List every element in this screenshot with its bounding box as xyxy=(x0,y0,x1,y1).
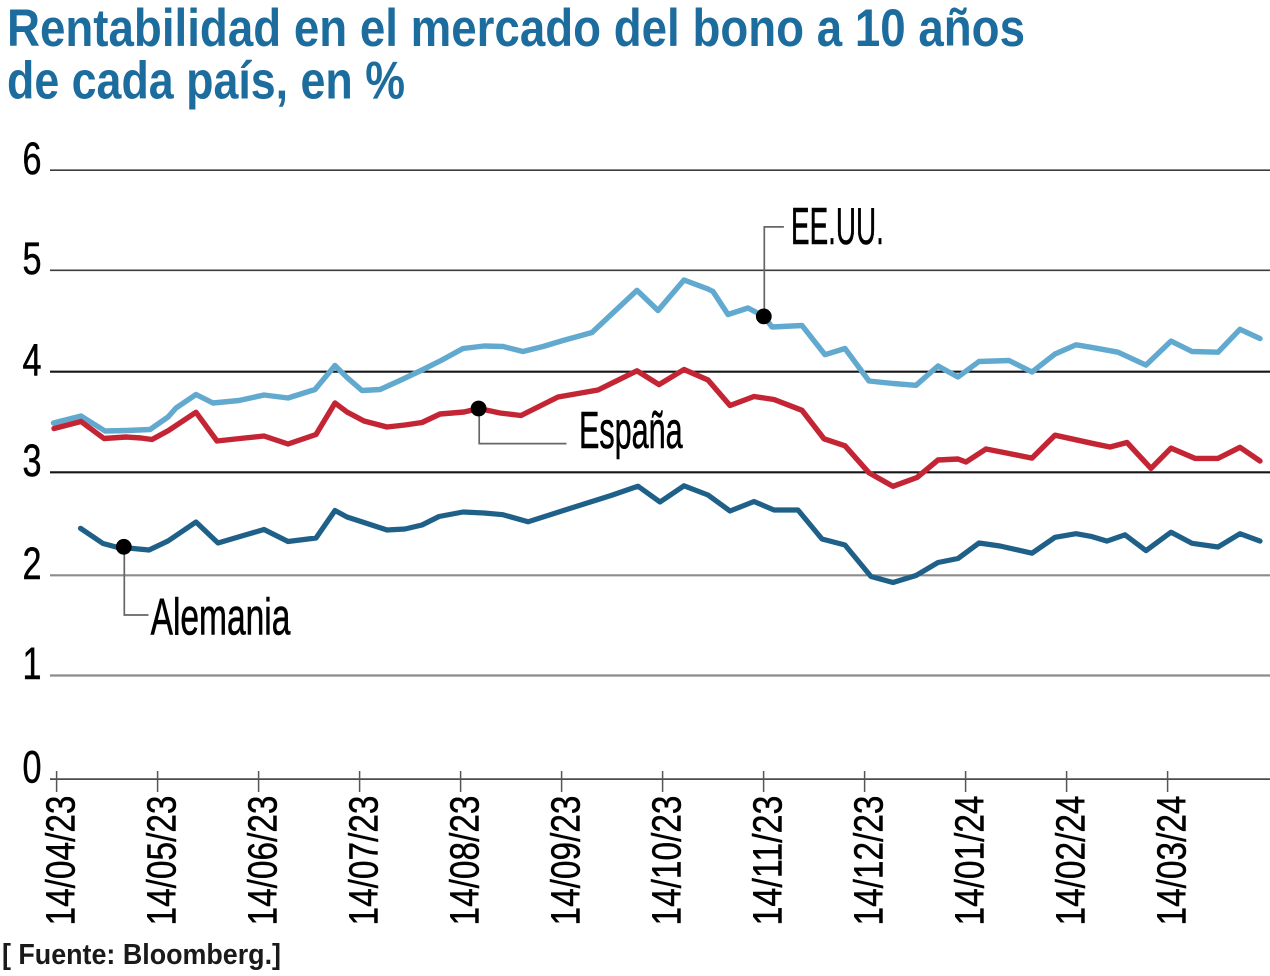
svg-text:14/02/24: 14/02/24 xyxy=(1048,796,1094,926)
svg-text:1: 1 xyxy=(23,638,42,689)
svg-text:Rentabilidad en el mercado del: Rentabilidad en el mercado del bono a 10… xyxy=(7,0,1025,58)
svg-text:0: 0 xyxy=(23,742,42,793)
svg-text:14/03/24: 14/03/24 xyxy=(1149,796,1195,926)
svg-text:14/04/23: 14/04/23 xyxy=(38,796,84,926)
svg-text:5: 5 xyxy=(23,233,42,284)
svg-text:14/11/23: 14/11/23 xyxy=(745,796,791,926)
svg-text:14/06/23: 14/06/23 xyxy=(240,796,286,926)
svg-text:3: 3 xyxy=(23,435,42,486)
svg-text:2: 2 xyxy=(23,538,42,589)
svg-text:España: España xyxy=(579,402,683,460)
svg-text:4: 4 xyxy=(23,334,42,385)
svg-text:[ Fuente: Bloomberg.]: [ Fuente: Bloomberg.] xyxy=(2,939,281,971)
svg-text:14/07/23: 14/07/23 xyxy=(341,796,387,926)
svg-text:EE.UU.: EE.UU. xyxy=(791,198,884,256)
svg-text:14/05/23: 14/05/23 xyxy=(139,796,185,926)
svg-text:Alemania: Alemania xyxy=(151,589,291,647)
svg-text:14/08/23: 14/08/23 xyxy=(442,796,488,926)
svg-text:14/09/23: 14/09/23 xyxy=(543,796,589,926)
svg-text:14/12/23: 14/12/23 xyxy=(846,796,892,926)
svg-text:6: 6 xyxy=(23,133,42,184)
svg-text:14/01/24: 14/01/24 xyxy=(947,796,993,926)
svg-text:de cada país, en %: de cada país, en % xyxy=(7,52,405,111)
svg-text:14/10/23: 14/10/23 xyxy=(644,796,690,926)
